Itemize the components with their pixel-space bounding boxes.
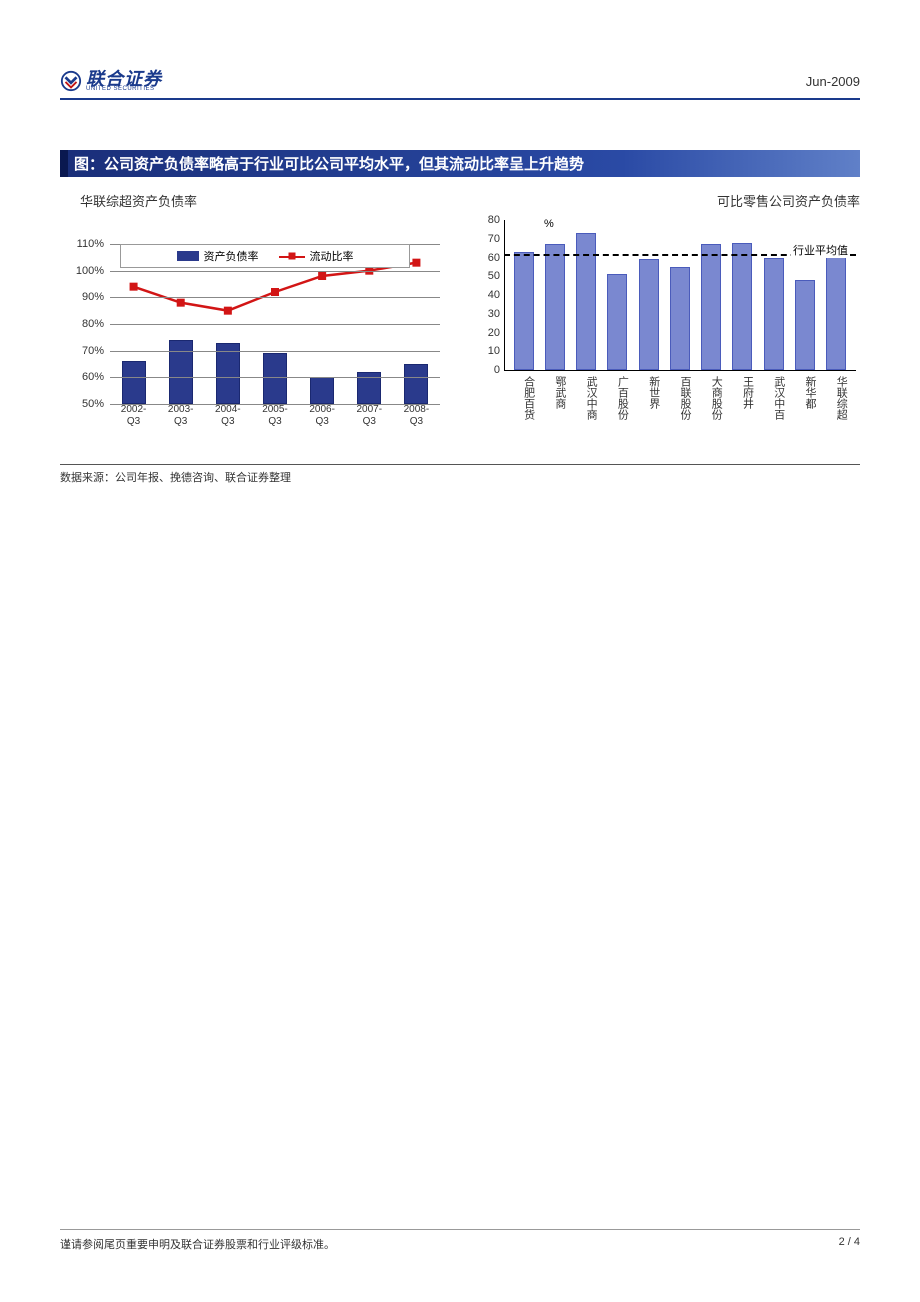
legend-bar-item: 资产负债率	[177, 248, 259, 264]
chart2-x-axis-line	[504, 370, 856, 371]
chart1-xtick: 2005-Q3	[255, 404, 295, 428]
chart1-bar	[122, 361, 146, 404]
chart-section-title: 图：公司资产负债率略高于行业可比公司平均水平，但其流动比率呈上升趋势	[60, 150, 860, 177]
chart1-ytick: 100%	[76, 265, 104, 277]
chart2-avg-label: 行业平均值	[791, 242, 850, 258]
chart2-ytick: 40	[488, 289, 500, 301]
chart2: 01020304050607080 % 行业平均值 合肥百货鄂武商武汉中商广百股…	[470, 220, 860, 460]
chart2-xtick: 新世界	[639, 376, 659, 420]
chart2-bar	[795, 280, 815, 370]
chart1-xtick: 2002-Q3	[114, 404, 154, 428]
page-footer: 谨请参阅尾页重要申明及联合证券股票和行业评级标准。 2 / 4	[60, 1229, 860, 1252]
chart1: 50%60%70%80%90%100%110% 2002-Q32003-Q320…	[60, 244, 450, 454]
chart1-ytick: 110%	[77, 238, 104, 250]
chart2-yaxis: 01020304050607080	[470, 220, 502, 370]
legend-line-swatch	[279, 251, 305, 261]
logo-text-en: UNITED SECURITIES	[86, 86, 162, 92]
chart1-legend: 资产负债率 流动比率	[120, 244, 410, 268]
chart2-column: 可比零售公司资产负债率 0 10 20 30 40 50 60 70 80 % 行业平均值 合肥…	[470, 191, 860, 460]
chart2-xtick: 百联股份	[670, 376, 690, 420]
chart1-ytick: 50%	[82, 398, 104, 410]
chart1-gridline	[110, 297, 440, 298]
company-logo: 联合证券 UNITED SECURITIES	[60, 70, 162, 92]
legend-bar-label: 资产负债率	[204, 248, 259, 264]
chart2-ytick: 30	[488, 308, 500, 320]
chart2-ytick: 50	[488, 270, 500, 282]
chart2-xtick: 王府井	[732, 376, 752, 420]
chart2-bar	[514, 252, 534, 370]
chart1-xtick: 2003-Q3	[161, 404, 201, 428]
chart1-ytick: 60%	[82, 371, 104, 383]
chart2-xtick: 武汉中商	[576, 376, 596, 420]
chart2-xtick: 新华都	[795, 376, 815, 420]
footer-disclaimer: 谨请参阅尾页重要申明及联合证券股票和行业评级标准。	[60, 1236, 335, 1252]
chart2-bar	[545, 244, 565, 370]
chart1-bar	[216, 343, 240, 404]
chart2-bar	[670, 267, 690, 370]
chart2-bar	[607, 274, 627, 370]
page-number: 2 / 4	[839, 1236, 860, 1252]
report-date: Jun-2009	[806, 74, 860, 89]
chart2-xaxis: 合肥百货鄂武商武汉中商广百股份新世界百联股份大商股份王府井武汉中百新华都华联综超	[504, 376, 856, 420]
chart2-xtick: 合肥百货	[514, 376, 534, 420]
chart2-ytick: 10	[488, 345, 500, 357]
chart1-xtick: 2006-Q3	[302, 404, 342, 428]
chart1-ytick: 70%	[82, 345, 104, 357]
chart1-bar	[169, 340, 193, 404]
chart1-gridline	[110, 377, 440, 378]
chart2-ytick: 0	[494, 364, 500, 376]
charts-container: 华联综超资产负债率 50%60%70%80%90%100%110% 2002-Q…	[60, 191, 860, 465]
chart1-gridline	[110, 324, 440, 325]
chart2-ytick: 80	[488, 214, 500, 226]
legend-bar-swatch	[177, 251, 199, 261]
chart1-bar	[404, 364, 428, 404]
chart1-subtitle: 华联综超资产负债率	[60, 191, 450, 210]
chart2-bar	[732, 243, 752, 371]
chart2-plot: % 行业平均值	[504, 220, 856, 370]
chart1-plot	[110, 244, 440, 404]
chart1-gridline	[110, 351, 440, 352]
chart1-ytick: 90%	[82, 291, 104, 303]
chart2-bar	[764, 258, 784, 371]
chart2-xtick: 大商股份	[701, 376, 721, 420]
logo-icon	[60, 70, 82, 92]
chart1-xtick: 2008-Q3	[396, 404, 436, 428]
chart2-avg-line: 行业平均值	[504, 254, 856, 256]
legend-line-label: 流动比率	[310, 248, 354, 264]
chart1-bar	[263, 353, 287, 404]
legend-line-item: 流动比率	[279, 248, 354, 264]
chart1-gridline	[110, 271, 440, 272]
chart2-xtick: 广百股份	[607, 376, 627, 420]
chart2-bar	[826, 248, 846, 370]
chart1-xtick: 2007-Q3	[349, 404, 389, 428]
chart2-ytick: 20	[488, 327, 500, 339]
chart1-yaxis: 50%60%70%80%90%100%110%	[60, 244, 108, 404]
chart2-subtitle: 可比零售公司资产负债率	[470, 191, 860, 210]
chart1-bar	[310, 377, 334, 404]
chart2-bar	[639, 259, 659, 370]
chart2-xtick: 华联综超	[826, 376, 846, 420]
chart1-column: 华联综超资产负债率 50% 60% 70% 80% 90% 100% 110% 2002-Q…	[60, 191, 450, 460]
chart1-xtick: 2004-Q3	[208, 404, 248, 428]
source-note: 数据来源：公司年报、挽德咨询、联合证券整理	[60, 469, 860, 485]
chart1-ytick: 80%	[82, 318, 104, 330]
chart1-xaxis: 2002-Q3 2003-Q3 2004-Q3 2005-Q3 2006-Q3 2007-…	[110, 404, 440, 428]
chart2-ytick: 60	[488, 252, 500, 264]
chart2-bar	[701, 244, 721, 370]
chart2-ytick: 70	[488, 233, 500, 245]
page-header: 联合证券 UNITED SECURITIES Jun-2009	[60, 70, 860, 100]
chart2-xtick: 鄂武商	[545, 376, 565, 420]
chart2-xtick: 武汉中百	[764, 376, 784, 420]
